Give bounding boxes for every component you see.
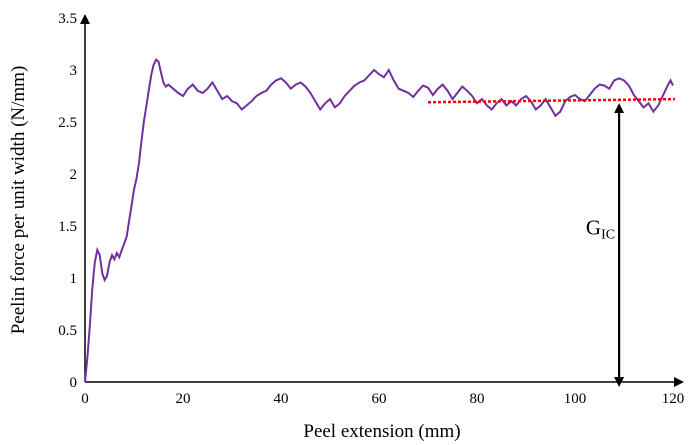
x-axis-ticks: 0 20 40 60 80 100 120 [81,391,684,407]
y-tick-label: 2 [70,167,78,183]
x-tick-label: 40 [274,391,289,407]
peel-force-series-line [84,57,674,383]
x-tick-label: 120 [662,391,685,407]
y-tick-label: 0 [70,375,78,391]
y-axis-title: Peelin force per unit width (N/mm) [8,66,29,335]
gic-label-sub: IC [601,227,615,242]
y-tick-label: 3 [70,63,78,79]
y-tick-label: 3.5 [58,11,77,27]
gic-label-main: G [586,215,601,239]
gic-label: GIC [586,215,615,242]
gic-reference-line [427,97,676,104]
x-tick-label: 0 [81,391,89,407]
x-tick-label: 60 [372,391,387,407]
x-tick-label: 20 [176,391,191,407]
y-tick-label: 2.5 [58,115,77,131]
y-tick-label: 1.5 [58,219,77,235]
y-tick-label: 1 [70,271,78,287]
y-axis-ticks: 0 0.5 1 1.5 2 2.5 3 3.5 [58,11,77,391]
y-tick-label: 0.5 [58,323,77,339]
x-axis-title: Peel extension (mm) [303,421,460,442]
x-tick-label: 80 [470,391,485,407]
x-tick-label: 100 [564,391,587,407]
